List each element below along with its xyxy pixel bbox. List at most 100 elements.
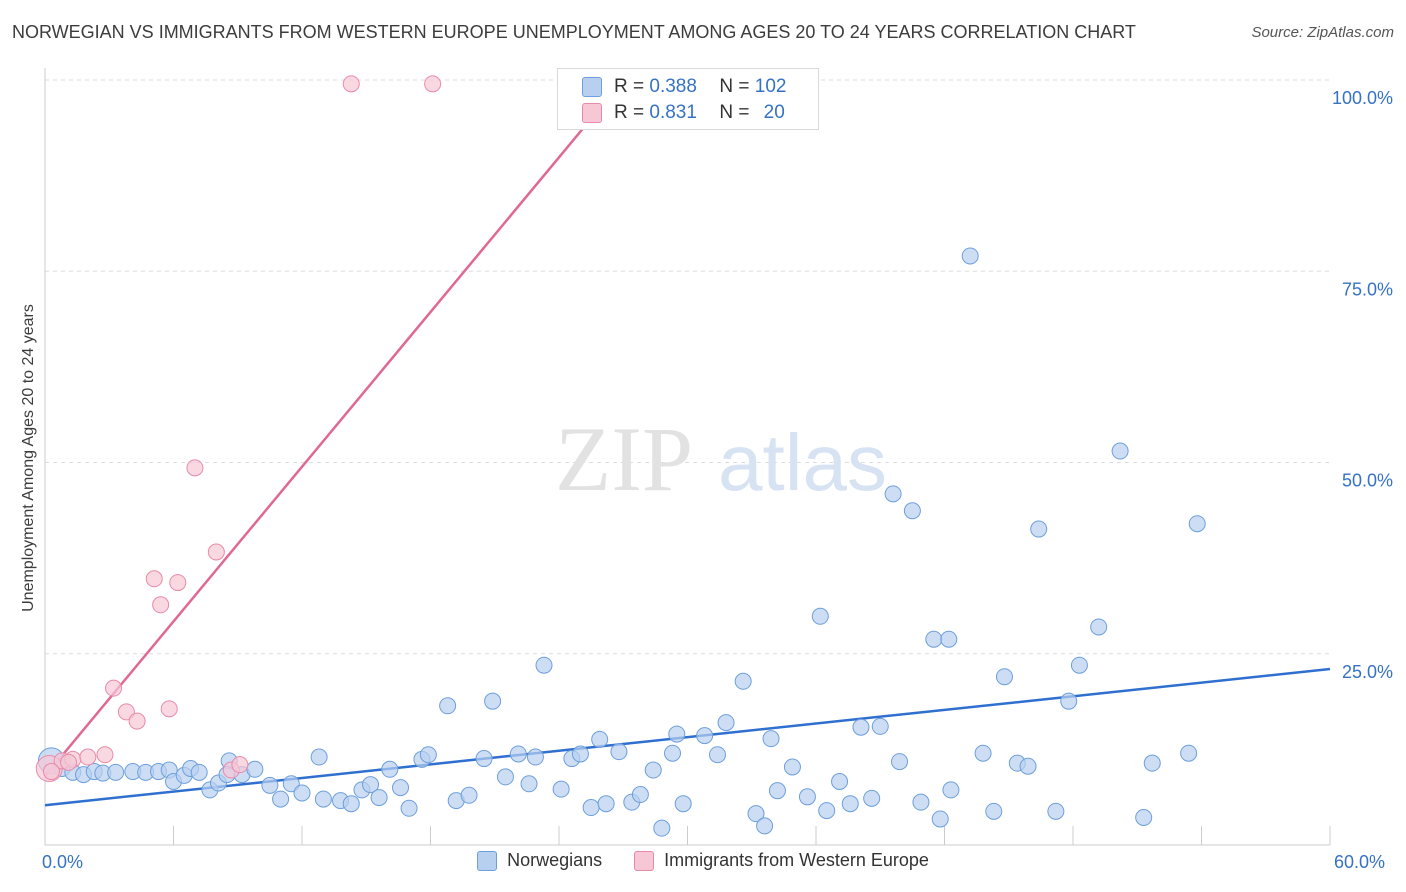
watermark-zip: ZIP — [555, 408, 693, 510]
norwegians-point — [811, 607, 829, 625]
norwegians-point — [310, 748, 328, 766]
watermark-atlas: atlas — [718, 418, 887, 507]
norwegians-point — [696, 727, 714, 745]
norwegians-point — [419, 746, 437, 764]
norwegians-point — [940, 630, 958, 648]
norwegians-swatch — [582, 77, 602, 97]
immigrants-point — [160, 700, 178, 718]
stats-row-norwegians: R = 0.388 N = 102 — [582, 74, 786, 100]
norwegians-point — [818, 802, 836, 820]
norwegians-point — [107, 763, 125, 781]
norwegians-point — [552, 780, 570, 798]
stats-legend: R = 0.388 N = 102 R = 0.831 N = 20 — [557, 68, 819, 130]
norwegians-point — [644, 761, 662, 779]
norwegians-point — [734, 672, 752, 690]
immigrants-point — [424, 75, 442, 93]
norwegians-point — [961, 247, 979, 265]
norwegians-point — [342, 795, 360, 813]
norwegians-point — [190, 763, 208, 781]
norwegians-point — [717, 714, 735, 732]
immigrants-point — [105, 679, 123, 697]
x-tick-label-max: 60.0% — [1334, 852, 1386, 872]
norwegians-point — [475, 750, 493, 768]
y-tick-label: 25.0% — [1342, 662, 1393, 682]
y-tick-label: 75.0% — [1342, 279, 1393, 299]
norwegians-point — [756, 817, 774, 835]
norwegians-point — [841, 795, 859, 813]
norwegians-point — [995, 668, 1013, 686]
n-value: 102 — [754, 76, 787, 97]
norwegians-point — [852, 718, 870, 736]
immigrants-point — [231, 756, 249, 774]
norwegians-point — [931, 810, 949, 828]
norwegians-point — [520, 775, 538, 793]
norwegians-point — [509, 745, 527, 763]
norwegians-point — [1180, 744, 1198, 762]
norwegians-point — [925, 630, 943, 648]
trend-lines — [44, 79, 1331, 807]
norwegians-point — [668, 725, 686, 743]
immigrants-point — [342, 75, 360, 93]
immigrants-point — [128, 712, 146, 730]
norwegians-point — [526, 748, 544, 766]
norwegians-point — [246, 760, 264, 778]
norwegians-point — [381, 760, 399, 778]
x-tick-label-min: 0.0% — [42, 852, 84, 872]
legend-item-norwegians[interactable]: Norwegians — [477, 850, 602, 871]
norwegians-point — [831, 773, 849, 791]
norwegians-point — [942, 781, 960, 799]
immigrants-swatch — [634, 850, 655, 871]
stats-row-immigrants: R = 0.831 N = 20 — [582, 100, 785, 126]
norwegians-point — [1188, 515, 1206, 533]
norwegians-point — [762, 730, 780, 748]
y-tick-labels: 25.0% 50.0% 75.0% 100.0% — [1332, 88, 1393, 682]
trend-line-norwegians — [44, 667, 1331, 807]
r-label: R = — [614, 76, 645, 97]
r-value: 0.831 — [649, 102, 697, 123]
immigrants-point — [152, 596, 170, 614]
norwegians-point — [439, 697, 457, 715]
immigrants-point — [207, 543, 225, 561]
legend-label-immigrants: Immigrants from Western Europe — [664, 850, 929, 870]
norwegians-point — [314, 790, 332, 808]
immigrants-point — [60, 753, 78, 771]
gridlines — [45, 79, 1330, 655]
norwegians-swatch — [477, 850, 498, 871]
immigrants-point — [169, 574, 187, 592]
norwegians-point — [631, 786, 649, 804]
immigrants-point — [79, 748, 97, 766]
legend-label-norwegians: Norwegians — [507, 850, 603, 870]
norwegians-point — [362, 776, 380, 794]
norwegians-point — [708, 746, 726, 764]
data-points — [35, 75, 1206, 837]
norwegians-point — [891, 753, 909, 771]
norwegians-point — [400, 799, 418, 817]
immigrants-point — [96, 746, 114, 764]
norwegians-point — [293, 784, 311, 802]
legend-item-immigrants[interactable]: Immigrants from Western Europe — [634, 850, 929, 871]
n-label: N = — [719, 102, 750, 123]
norwegians-point — [974, 744, 992, 762]
norwegians-point — [261, 776, 279, 794]
norwegians-point — [768, 782, 786, 800]
immigrants-point — [42, 763, 60, 781]
norwegians-point — [912, 793, 930, 811]
norwegians-point — [884, 485, 902, 503]
norwegians-point — [798, 788, 816, 806]
norwegians-point — [591, 730, 609, 748]
norwegians-point — [460, 786, 478, 804]
norwegians-point — [597, 795, 615, 813]
immigrants-point — [145, 570, 163, 588]
norwegians-point — [392, 779, 410, 797]
norwegians-point — [871, 717, 889, 735]
norwegians-point — [783, 758, 801, 776]
norwegians-point — [370, 789, 388, 807]
n-value: 20 — [763, 102, 785, 123]
r-label: R = — [614, 102, 645, 123]
norwegians-point — [1060, 692, 1078, 710]
norwegians-point — [747, 805, 765, 823]
norwegians-point — [1070, 656, 1088, 674]
n-label: N = — [719, 76, 750, 97]
norwegians-point — [985, 802, 1003, 820]
